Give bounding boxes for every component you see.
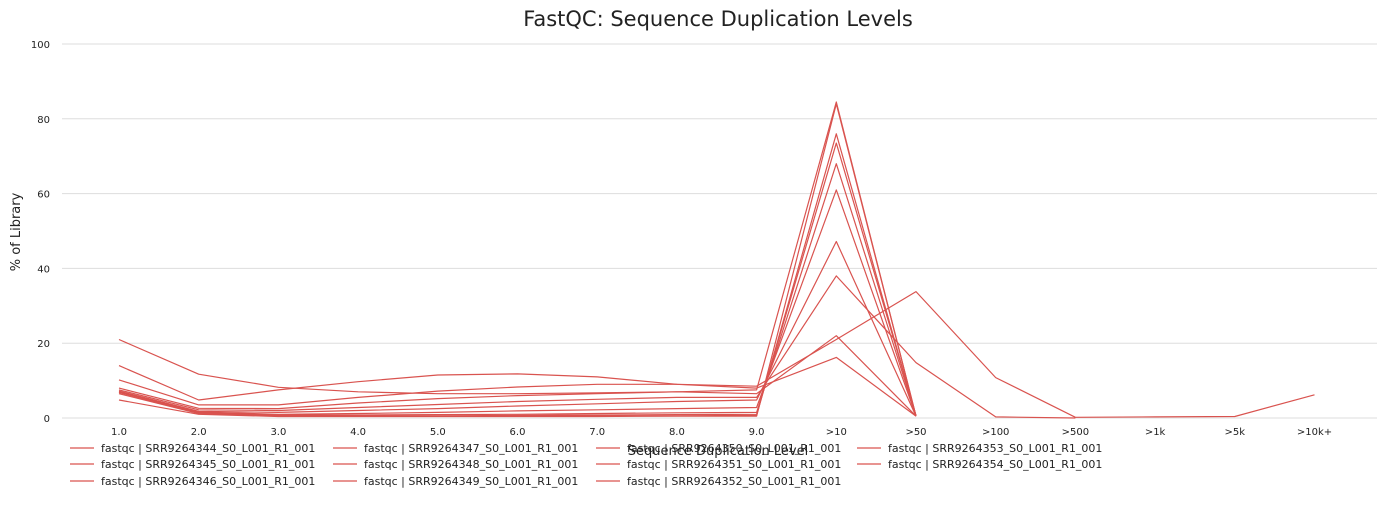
legend-label: fastqc | SRR9264353_S0_L001_R1_001 [888,442,1102,455]
legend-label: fastqc | SRR9264352_S0_L001_R1_001 [627,475,841,488]
legend-item[interactable]: fastqc | SRR9264350_S0_L001_R1_001 [596,442,841,455]
legend-label: fastqc | SRR9264354_S0_L001_R1_001 [888,458,1102,471]
y-axis: 0 20 40 60 80 100 [31,40,50,425]
x-tick-label: 7.0 [589,427,605,438]
series-line-9[interactable] [118,142,917,417]
x-tick-label: 3.0 [270,427,286,438]
legend-item[interactable]: fastqc | SRR9264345_S0_L001_R1_001 [70,458,315,471]
y-tick-label: 60 [37,190,50,201]
y-tick-label: 100 [31,40,50,51]
legend: fastqc | SRR9264344_S0_L001_R1_001fastqc… [70,442,1102,488]
x-axis: 1.0 2.0 3.0 4.0 5.0 6.0 7.0 8.0 9.0 >10 >50 >100 >50… [111,427,1332,438]
x-tick-label: 6.0 [510,427,526,438]
y-tick-label: 40 [37,264,50,275]
legend-item[interactable]: fastqc | SRR9264344_S0_L001_R1_001 [70,442,315,455]
legend-label: fastqc | SRR9264348_S0_L001_R1_001 [364,458,578,471]
legend-label: fastqc | SRR9264345_S0_L001_R1_001 [101,458,315,471]
x-tick-label: 9.0 [749,427,765,438]
x-tick-label: >5k [1225,427,1246,438]
series-line-4[interactable] [118,335,917,417]
legend-item[interactable]: fastqc | SRR9264352_S0_L001_R1_001 [596,475,841,488]
grid-lines [62,43,1377,419]
legend-item[interactable]: fastqc | SRR9264351_S0_L001_R1_001 [596,458,841,471]
x-tick-label: >10 [826,427,847,438]
x-tick-label: >1k [1145,427,1166,438]
legend-label: fastqc | SRR9264349_S0_L001_R1_001 [364,475,578,488]
legend-item[interactable]: fastqc | SRR9264349_S0_L001_R1_001 [333,475,578,488]
series-line-11[interactable] [118,103,917,418]
series-line-3[interactable] [118,356,917,417]
legend-item[interactable]: fastqc | SRR9264346_S0_L001_R1_001 [70,475,315,488]
y-tick-label: 80 [37,115,50,126]
series-lines [118,101,1315,419]
x-tick-label: 5.0 [430,427,446,438]
series-line-2[interactable] [118,291,1315,418]
legend-item[interactable]: fastqc | SRR9264353_S0_L001_R1_001 [857,442,1102,455]
x-axis-label: Sequence Duplication Level [628,444,808,459]
x-tick-label: >50 [905,427,926,438]
legend-label: fastqc | SRR9264346_S0_L001_R1_001 [101,475,315,488]
legend-label: fastqc | SRR9264347_S0_L001_R1_001 [364,442,578,455]
x-tick-label: 8.0 [669,427,685,438]
legend-label: fastqc | SRR9264350_S0_L001_R1_001 [627,442,841,455]
y-axis-label: % of Library [9,192,24,271]
legend-item[interactable]: fastqc | SRR9264354_S0_L001_R1_001 [857,458,1102,471]
x-tick-label: >10k+ [1297,427,1332,438]
series-line-1[interactable] [118,101,917,417]
series-line-5[interactable] [118,275,1076,419]
legend-item[interactable]: fastqc | SRR9264347_S0_L001_R1_001 [333,442,578,455]
series-line-7[interactable] [118,189,917,417]
legend-label: fastqc | SRR9264351_S0_L001_R1_001 [627,458,841,471]
legend-label: fastqc | SRR9264344_S0_L001_R1_001 [101,442,315,455]
x-tick-label: 1.0 [111,427,127,438]
y-tick-label: 0 [44,414,50,425]
series-line-6[interactable] [118,240,917,417]
chart-title: FastQC: Sequence Duplication Levels [523,7,913,31]
y-tick-label: 20 [37,339,50,350]
x-tick-label: 4.0 [350,427,366,438]
x-tick-label: >500 [1062,427,1089,438]
series-line-8[interactable] [118,163,917,416]
x-tick-label: >100 [982,427,1009,438]
x-tick-label: 2.0 [191,427,207,438]
legend-item[interactable]: fastqc | SRR9264348_S0_L001_R1_001 [333,458,578,471]
